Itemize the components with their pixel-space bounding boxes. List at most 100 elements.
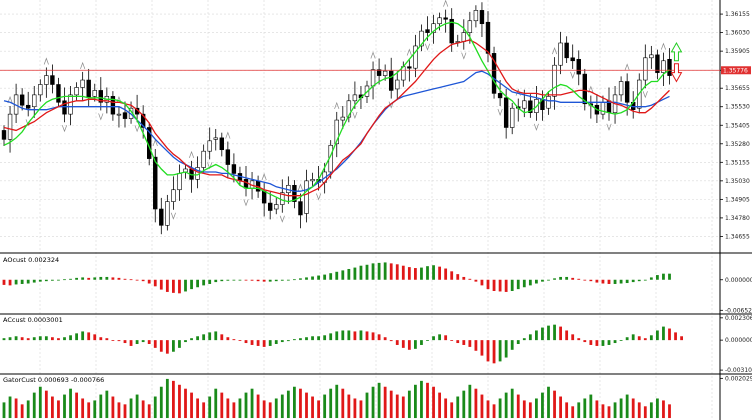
bear-candle (564, 42, 569, 59)
bear-candle (62, 100, 67, 115)
histogram-bar (8, 279, 12, 286)
histogram-bar (87, 332, 91, 341)
histogram-bar (8, 396, 12, 419)
histogram-bar (516, 340, 520, 344)
fractal-arrow (80, 61, 86, 70)
fractal-arrow (533, 123, 539, 131)
histogram-bar (553, 278, 556, 280)
histogram-bar (668, 404, 671, 419)
histogram-bar (57, 279, 60, 281)
histogram-bar (414, 340, 417, 349)
bear-candle (479, 10, 485, 25)
histogram-bar (335, 271, 339, 280)
histogram-bar (75, 392, 78, 419)
histogram-bar (662, 326, 665, 341)
histogram-bar (51, 279, 54, 281)
histogram-bar (244, 279, 248, 281)
fractal-arrow (552, 47, 558, 55)
histogram-bar (20, 279, 24, 284)
histogram-bar (535, 398, 538, 419)
histogram-bar (184, 279, 187, 292)
histogram-bar (172, 340, 175, 352)
histogram-bar (559, 276, 562, 280)
bull-candle (74, 87, 79, 96)
fractal-arrow (134, 125, 140, 133)
fractal-arrow (334, 101, 340, 110)
histogram-bar (214, 388, 218, 419)
histogram-bar (535, 279, 538, 284)
histogram-bar (359, 400, 363, 419)
gator-panel-label: GatorCust 0.000693 -0.000766 (3, 376, 104, 384)
histogram-bar (571, 406, 575, 419)
histogram-bar (656, 330, 659, 341)
histogram-bar (619, 279, 623, 284)
histogram-bar (51, 337, 54, 341)
histogram-bar (541, 279, 544, 282)
histogram-bar (535, 330, 538, 341)
histogram-bar (220, 392, 224, 419)
histogram-bar (69, 388, 72, 419)
histogram-bar (57, 400, 60, 419)
price-tick-label: 1.35655 (725, 85, 750, 92)
histogram-bar (462, 276, 466, 280)
histogram-bar (480, 279, 484, 286)
histogram-bar (293, 339, 296, 341)
bear-candle (153, 156, 158, 210)
histogram-bar (329, 333, 333, 341)
histogram-bar (250, 279, 254, 281)
histogram-bar (105, 276, 109, 280)
histogram-bar (432, 265, 435, 280)
bull-candle (7, 113, 13, 140)
bear-candle (86, 79, 91, 99)
histogram-bar (522, 279, 526, 288)
histogram-bar (547, 279, 550, 281)
histogram-bar (38, 386, 42, 419)
histogram-bar (510, 279, 514, 291)
histogram-bar (662, 273, 665, 280)
bull-candle (92, 90, 97, 97)
histogram-bar (631, 398, 635, 419)
bear-candle (376, 69, 382, 76)
histogram-bar (680, 336, 683, 341)
price-tick-label: 1.36155 (725, 11, 750, 18)
histogram-bar (438, 392, 441, 419)
price-tick-label: 1.35155 (725, 159, 750, 166)
bear-candle (491, 53, 497, 94)
histogram-bar (541, 392, 544, 419)
fractal-arrow (642, 91, 648, 99)
fractal-arrow (443, 0, 449, 7)
histogram-bar (625, 279, 629, 284)
histogram-bar (426, 382, 429, 419)
indicator-panels[interactable]: 0.000000 -0.0065250.0023065 0.000000 -0.003… (2, 262, 752, 419)
fractal-arrow (98, 113, 104, 121)
bull-candle (370, 69, 376, 87)
histogram-bar (135, 340, 139, 344)
histogram-bar (668, 273, 671, 280)
fractal-arrow (170, 212, 176, 220)
price-panel[interactable] (1, 0, 672, 235)
histogram-bar (81, 277, 85, 280)
histogram-bar (371, 386, 375, 419)
histogram-bar (631, 334, 635, 341)
histogram-bar (165, 279, 169, 292)
histogram-bar (637, 336, 641, 341)
histogram-bar (407, 390, 411, 419)
bull-candle (213, 137, 218, 140)
histogram-bar (256, 340, 260, 346)
histogram-bar (668, 328, 671, 341)
histogram-bar (202, 279, 206, 286)
histogram-bar (26, 338, 30, 341)
histogram-bar (208, 279, 212, 284)
histogram-bar (420, 340, 423, 345)
histogram-bar (649, 402, 653, 419)
histogram-bar (165, 340, 169, 354)
histogram-bar (401, 396, 405, 419)
histogram-bar (468, 278, 472, 280)
histogram-bar (607, 340, 611, 345)
histogram-bar (147, 279, 151, 284)
histogram-bar (81, 331, 85, 341)
histogram-bar (383, 386, 387, 419)
histogram-bar (625, 337, 629, 341)
histogram-bar (438, 266, 441, 280)
